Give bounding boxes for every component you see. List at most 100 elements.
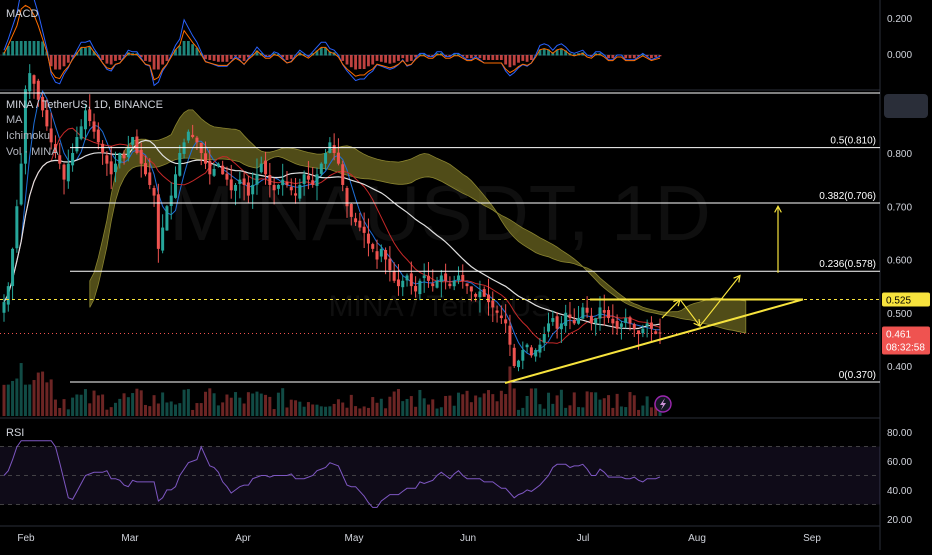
current-price-badge: 0.525 [886, 295, 911, 306]
triangle-support-line [504, 298, 804, 385]
volume-bar [32, 380, 36, 416]
candle-body [559, 323, 563, 330]
candle-body [294, 193, 298, 196]
volume-bar [439, 407, 443, 416]
macd-histogram-bar [32, 41, 36, 56]
macd-histogram-bar [362, 55, 366, 69]
axis-settings-button[interactable] [884, 94, 928, 118]
macd-histogram-bar [315, 50, 319, 56]
candle-body [349, 204, 353, 217]
volume-bar [302, 406, 306, 416]
candle-body [341, 164, 345, 185]
volume-bar [426, 404, 430, 416]
macd-label[interactable]: MACD [6, 8, 39, 20]
indicator-volume-label[interactable]: Vol · MINA [6, 146, 59, 158]
current-price-badge-bg [882, 292, 930, 307]
macd-histogram-bar [319, 47, 323, 56]
volume-bar [422, 398, 426, 416]
candle-body [174, 174, 178, 198]
macd-histogram-bar [302, 54, 306, 56]
volume-bar [216, 405, 220, 416]
candle-body [122, 153, 126, 159]
macd-histogram-bar [414, 55, 418, 58]
candle-body [208, 160, 212, 175]
volume-bar [594, 392, 598, 416]
volume-bar [109, 407, 113, 416]
volume-bar [58, 407, 62, 416]
candle-body [615, 321, 619, 329]
candle-body [216, 163, 220, 167]
candle-body [118, 153, 122, 164]
price-axis-tick: 0.800 [887, 149, 912, 160]
triangle-drawing[interactable] [504, 204, 804, 385]
macd-histogram-bar [495, 55, 499, 60]
macd-histogram-bar [345, 55, 349, 65]
candle-body [628, 317, 632, 324]
time-axis-tick: Aug [688, 533, 706, 544]
volume-bar [572, 392, 576, 416]
macd-histogram-bar [469, 55, 473, 59]
volume-bar [366, 407, 370, 416]
macd-histogram-bar [186, 41, 190, 56]
candle-body [396, 279, 400, 287]
volume-bar [169, 401, 173, 416]
macd-histogram-bar [547, 49, 550, 56]
volume-bar [306, 402, 310, 416]
macd-histogram-bar [525, 55, 529, 62]
volume-bar [521, 407, 525, 416]
candle-body [366, 233, 370, 244]
candle-body [23, 89, 27, 164]
candle-body [289, 186, 293, 191]
macd-histogram-bar [165, 55, 169, 61]
candle-body [482, 289, 486, 297]
volume-bar [199, 403, 203, 416]
indicator-ma-label[interactable]: MA [6, 114, 23, 126]
macd-histogram-bar [589, 55, 593, 57]
macd-histogram-bar [264, 55, 267, 57]
candle-body [259, 163, 263, 173]
volume-bar [118, 398, 122, 416]
macd-histogram-bar [405, 55, 409, 62]
candle-body [602, 310, 606, 313]
macd-histogram-bar [542, 48, 546, 56]
candle-body [461, 274, 465, 281]
symbol-title[interactable]: MINA / TetherUS, 1D, BINANCE [6, 99, 163, 111]
macd-histogram-bar [397, 55, 400, 61]
macd-histogram-bar [62, 55, 66, 67]
candle-body [491, 300, 495, 308]
candle-body [113, 163, 117, 172]
rsi-axis-tick: 20.00 [887, 515, 912, 526]
rsi-label[interactable]: RSI [6, 427, 25, 439]
volume-bar [246, 392, 250, 416]
candle-body [555, 316, 559, 329]
candle-body [169, 195, 173, 207]
indicator-ichimoku-label[interactable]: Ichimoku [6, 130, 51, 142]
volume-bar [152, 395, 156, 416]
volume-bar [204, 391, 208, 416]
rsi-axis-tick: 60.00 [887, 457, 912, 468]
lightning-icon[interactable] [654, 395, 672, 413]
kijun-line [3, 127, 661, 344]
candle-body [426, 275, 430, 281]
macd-histogram-bar [191, 44, 195, 56]
volume-bar [75, 394, 79, 416]
macd-histogram-bar [375, 55, 379, 61]
candle-body [315, 174, 319, 186]
price-axis-tick: 0.600 [887, 256, 912, 267]
macd-histogram-bar [461, 55, 465, 57]
macd-histogram-bar [66, 55, 70, 63]
volume-bar [234, 392, 238, 416]
macd-histogram-bar [36, 41, 40, 56]
candle-body [409, 273, 413, 287]
macd-histogram-bar [229, 55, 233, 60]
volume-bar [113, 402, 117, 416]
volume-bar [105, 409, 109, 416]
macd-histogram-bar [2, 52, 6, 56]
volume-bar [564, 407, 568, 416]
volume-bar [156, 403, 160, 416]
candle-body [88, 109, 92, 122]
volume-bar [654, 403, 658, 416]
volume-bar [345, 407, 349, 416]
volume-bar [315, 404, 319, 416]
